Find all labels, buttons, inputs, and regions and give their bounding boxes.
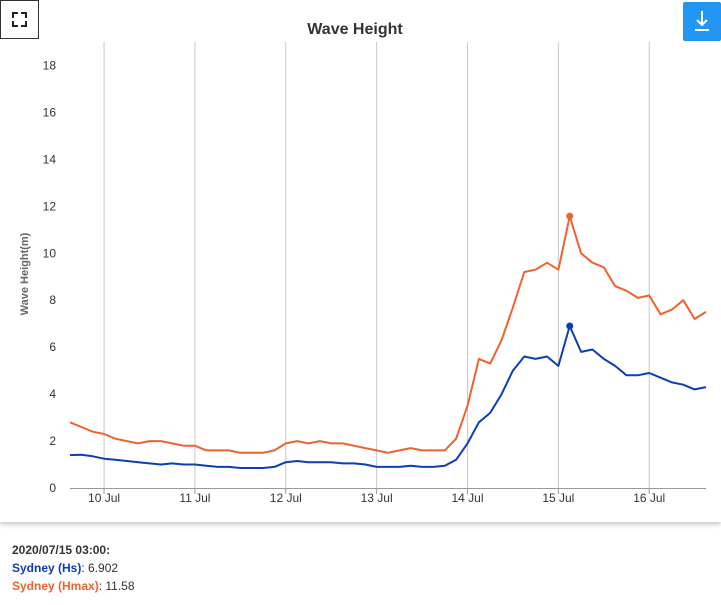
readout-hs-label: Sydney (Hs) <box>12 561 82 575</box>
y-axis-title: Wave Height(m) <box>19 232 31 315</box>
chart-title: Wave Height <box>307 21 403 38</box>
readout-hs-value: 6.902 <box>88 561 119 575</box>
y-tick-label: 12 <box>43 199 57 213</box>
chart-card: 0 2 4 6 8 10 12 14 16 18 10 Jul 11 Jul 12 Jul 13 Jul… <box>0 0 721 505</box>
series-line-hs <box>69 325 707 469</box>
readout-timestamp: 2020/07/15 03:00: <box>12 543 111 557</box>
y-tick-label: 14 <box>43 152 57 166</box>
readout-hmax-label: Sydney (Hmax) <box>12 579 99 593</box>
y-tick-label: 4 <box>49 387 56 401</box>
y-tick-label: 0 <box>49 481 56 495</box>
y-tick-label: 2 <box>49 434 56 448</box>
wave-height-chart: 0 2 4 6 8 10 12 14 16 18 10 Jul 11 Jul 12 Jul 13 Jul… <box>19 21 707 505</box>
x-tick-label: 11 Jul <box>179 491 210 505</box>
grid-lines <box>103 42 650 488</box>
y-tick-label: 10 <box>43 246 57 260</box>
x-tick-label: 13 Jul <box>361 491 393 505</box>
fullscreen-button[interactable] <box>0 0 39 39</box>
series-layer <box>69 212 707 469</box>
fullscreen-icon <box>12 12 27 27</box>
x-tick-label: 10 Jul <box>88 491 120 505</box>
x-tick-label: 15 Jul <box>542 491 574 505</box>
readout-hmax-value: 11.58 <box>105 579 135 593</box>
download-button[interactable] <box>683 2 721 41</box>
highlight-marker-hs <box>566 322 574 330</box>
readout-hmax-row: Sydney (Hmax): 11.58 <box>12 579 135 593</box>
x-tick-label: 12 Jul <box>270 491 302 505</box>
y-tick-label: 8 <box>49 293 56 307</box>
x-tick-label: 16 Jul <box>633 491 665 505</box>
y-axis-ticks: 0 2 4 6 8 10 12 14 16 18 <box>43 58 57 495</box>
x-tick-label: 14 Jul <box>451 491 483 505</box>
y-tick-label: 16 <box>43 105 57 119</box>
tooltip-readout: 2020/07/15 03:00: Sydney (Hs): 6.902 Syd… <box>12 541 135 595</box>
download-icon <box>695 11 709 31</box>
highlight-marker-hmax <box>566 212 574 220</box>
readout-hs-row: Sydney (Hs): 6.902 <box>12 561 119 575</box>
series-line-hmax <box>69 215 707 454</box>
x-axis-ticks: 10 Jul 11 Jul 12 Jul 13 Jul 14 Jul 15 Jul 16 J… <box>88 488 665 505</box>
y-tick-label: 18 <box>43 58 57 72</box>
y-tick-label: 6 <box>49 340 56 354</box>
